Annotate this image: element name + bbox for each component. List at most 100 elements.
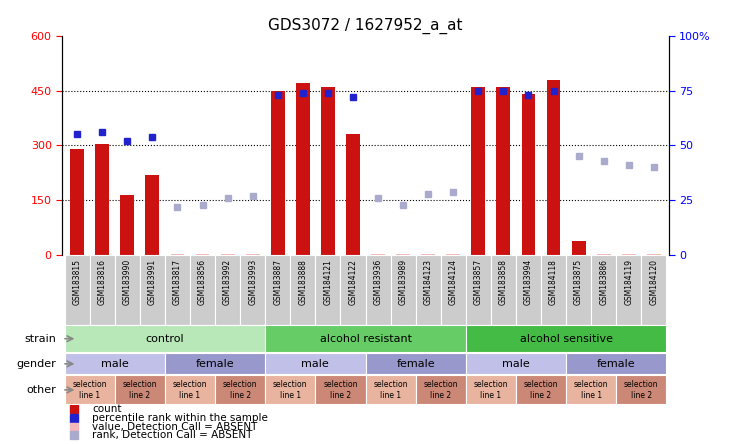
Text: GSM183857: GSM183857	[474, 259, 482, 305]
Bar	[522, 94, 535, 255]
FancyBboxPatch shape	[591, 255, 616, 325]
Text: GSM184121: GSM184121	[323, 259, 333, 305]
FancyBboxPatch shape	[566, 376, 616, 404]
Bar	[547, 79, 561, 255]
FancyBboxPatch shape	[390, 255, 416, 325]
FancyBboxPatch shape	[265, 325, 466, 352]
Text: GSM183992: GSM183992	[223, 259, 232, 305]
Bar	[496, 87, 510, 255]
FancyBboxPatch shape	[64, 353, 165, 374]
Text: GSM183993: GSM183993	[249, 259, 257, 305]
Text: GSM184118: GSM184118	[549, 259, 558, 305]
Bar	[70, 149, 84, 255]
FancyBboxPatch shape	[265, 376, 315, 404]
FancyBboxPatch shape	[165, 353, 265, 374]
FancyBboxPatch shape	[466, 376, 516, 404]
FancyBboxPatch shape	[315, 255, 341, 325]
Text: male: male	[301, 359, 329, 369]
Text: selection
line 2: selection line 2	[423, 380, 458, 400]
Text: GSM183856: GSM183856	[198, 259, 207, 305]
Bar	[321, 87, 335, 255]
FancyBboxPatch shape	[240, 255, 265, 325]
Text: female: female	[597, 359, 635, 369]
FancyBboxPatch shape	[165, 255, 190, 325]
Text: female: female	[196, 359, 235, 369]
FancyBboxPatch shape	[566, 353, 667, 374]
FancyBboxPatch shape	[215, 376, 265, 404]
Text: GSM183886: GSM183886	[599, 259, 608, 305]
FancyBboxPatch shape	[366, 353, 466, 374]
FancyBboxPatch shape	[64, 255, 90, 325]
Text: rank, Detection Call = ABSENT: rank, Detection Call = ABSENT	[92, 430, 253, 440]
Bar	[421, 254, 435, 255]
Text: selection
line 2: selection line 2	[123, 380, 157, 400]
FancyBboxPatch shape	[466, 353, 566, 374]
Text: selection
line 1: selection line 1	[374, 380, 408, 400]
Text: percentile rank within the sample: percentile rank within the sample	[92, 413, 268, 423]
FancyBboxPatch shape	[416, 255, 441, 325]
Bar	[170, 254, 184, 255]
Bar	[346, 135, 360, 255]
FancyBboxPatch shape	[215, 255, 240, 325]
Text: GSM183936: GSM183936	[374, 259, 382, 305]
Text: gender: gender	[16, 359, 56, 369]
Bar	[246, 254, 260, 255]
FancyBboxPatch shape	[265, 353, 366, 374]
Bar	[145, 175, 159, 255]
Text: male: male	[502, 359, 530, 369]
Title: GDS3072 / 1627952_a_at: GDS3072 / 1627952_a_at	[268, 18, 463, 34]
Text: GSM183991: GSM183991	[148, 259, 157, 305]
Text: GSM183875: GSM183875	[574, 259, 583, 305]
FancyBboxPatch shape	[366, 376, 416, 404]
Text: GSM183815: GSM183815	[72, 259, 82, 305]
Text: GSM183858: GSM183858	[499, 259, 508, 305]
Text: GSM184124: GSM184124	[449, 259, 458, 305]
Text: selection
line 1: selection line 1	[574, 380, 608, 400]
FancyBboxPatch shape	[265, 255, 290, 325]
FancyBboxPatch shape	[466, 325, 667, 352]
FancyBboxPatch shape	[566, 255, 591, 325]
FancyBboxPatch shape	[641, 255, 667, 325]
FancyBboxPatch shape	[441, 255, 466, 325]
FancyBboxPatch shape	[516, 376, 566, 404]
Text: alcohol resistant: alcohol resistant	[319, 334, 412, 344]
Text: GSM183887: GSM183887	[273, 259, 282, 305]
Text: GSM183989: GSM183989	[398, 259, 408, 305]
FancyBboxPatch shape	[190, 255, 215, 325]
Text: selection
line 1: selection line 1	[173, 380, 208, 400]
Text: strain: strain	[24, 334, 56, 344]
Text: GSM183816: GSM183816	[98, 259, 107, 305]
Text: GSM183888: GSM183888	[298, 259, 307, 305]
Text: selection
line 2: selection line 2	[223, 380, 257, 400]
Text: selection
line 1: selection line 1	[474, 380, 508, 400]
Text: GSM183817: GSM183817	[173, 259, 182, 305]
Bar	[371, 254, 385, 255]
Text: GSM183994: GSM183994	[524, 259, 533, 305]
Bar	[572, 241, 586, 255]
FancyBboxPatch shape	[541, 255, 566, 325]
FancyBboxPatch shape	[290, 255, 315, 325]
Text: selection
line 1: selection line 1	[273, 380, 308, 400]
Text: male: male	[101, 359, 129, 369]
FancyBboxPatch shape	[366, 255, 390, 325]
FancyBboxPatch shape	[90, 255, 115, 325]
FancyBboxPatch shape	[341, 255, 366, 325]
FancyBboxPatch shape	[315, 376, 366, 404]
Text: GSM184119: GSM184119	[624, 259, 633, 305]
FancyBboxPatch shape	[115, 376, 165, 404]
Text: count: count	[92, 404, 122, 414]
FancyBboxPatch shape	[165, 376, 215, 404]
Bar	[221, 254, 235, 255]
Bar	[196, 254, 209, 255]
Text: GSM184123: GSM184123	[424, 259, 433, 305]
FancyBboxPatch shape	[416, 376, 466, 404]
Text: selection
line 2: selection line 2	[624, 380, 659, 400]
Bar	[647, 254, 661, 255]
Text: selection
line 1: selection line 1	[72, 380, 107, 400]
Text: alcohol sensitive: alcohol sensitive	[520, 334, 613, 344]
Text: GSM184122: GSM184122	[349, 259, 357, 305]
FancyBboxPatch shape	[466, 255, 491, 325]
Bar	[396, 254, 410, 255]
Text: selection
line 2: selection line 2	[323, 380, 357, 400]
Text: female: female	[396, 359, 435, 369]
